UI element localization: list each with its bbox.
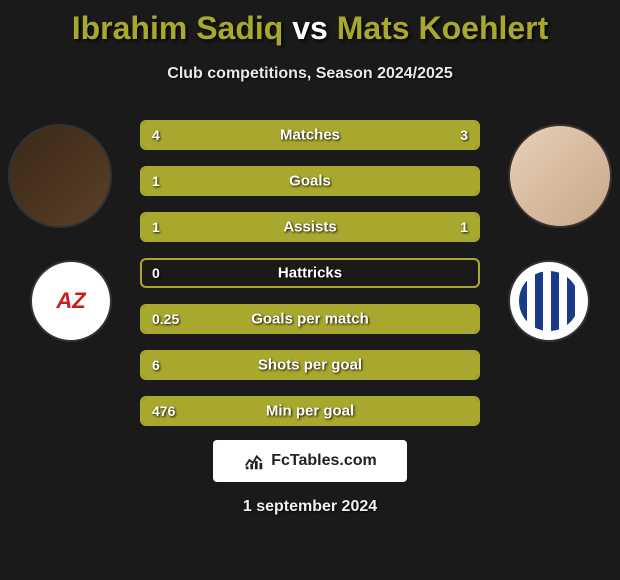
club-left-logo: AZ xyxy=(30,260,112,342)
stat-value-left: 476 xyxy=(152,403,175,419)
stat-value-left: 0.25 xyxy=(152,311,179,327)
stat-row: 6 Shots per goal xyxy=(140,350,480,380)
club-left-label: AZ xyxy=(56,288,85,314)
stat-value-left: 1 xyxy=(152,173,160,189)
stat-value-right: 3 xyxy=(460,127,468,143)
title-player1: Ibrahim Sadiq xyxy=(72,10,284,46)
stats-container: 4 3 Matches 1 Goals 1 1 Assists 0 Hattricks 0.25 Go… xyxy=(140,120,480,442)
title-vs: vs xyxy=(292,10,328,46)
stat-value-left: 0 xyxy=(152,265,160,281)
player-left-avatar xyxy=(8,124,112,228)
stat-label: Hattricks xyxy=(278,265,342,282)
stat-label: Matches xyxy=(280,127,340,144)
comparison-title: Ibrahim Sadiq vs Mats Koehlert xyxy=(0,0,620,47)
stat-value-left: 6 xyxy=(152,357,160,373)
stat-row: 0 Hattricks xyxy=(140,258,480,288)
stat-label: Shots per goal xyxy=(258,357,362,374)
club-right-stripes xyxy=(519,271,579,331)
footer-logo: FcTables.com xyxy=(213,440,407,482)
stat-row: 0.25 Goals per match xyxy=(140,304,480,334)
subtitle: Club competitions, Season 2024/2025 xyxy=(0,65,620,83)
title-player2: Mats Koehlert xyxy=(337,10,549,46)
stat-label: Goals xyxy=(289,173,331,190)
stat-row: 4 3 Matches xyxy=(140,120,480,150)
stat-bar-right xyxy=(334,122,478,148)
stat-value-left: 1 xyxy=(152,219,160,235)
stat-label: Assists xyxy=(283,219,336,236)
player-right-avatar xyxy=(508,124,612,228)
chart-icon xyxy=(243,450,265,472)
stat-value-left: 4 xyxy=(152,127,160,143)
stat-label: Goals per match xyxy=(251,311,369,328)
footer-logo-text: FcTables.com xyxy=(271,452,377,470)
club-right-logo xyxy=(508,260,590,342)
footer-date: 1 september 2024 xyxy=(243,498,377,516)
stat-row: 1 Goals xyxy=(140,166,480,196)
stat-value-right: 1 xyxy=(460,219,468,235)
stat-label: Min per goal xyxy=(266,403,354,420)
stat-row: 1 1 Assists xyxy=(140,212,480,242)
stat-row: 476 Min per goal xyxy=(140,396,480,426)
